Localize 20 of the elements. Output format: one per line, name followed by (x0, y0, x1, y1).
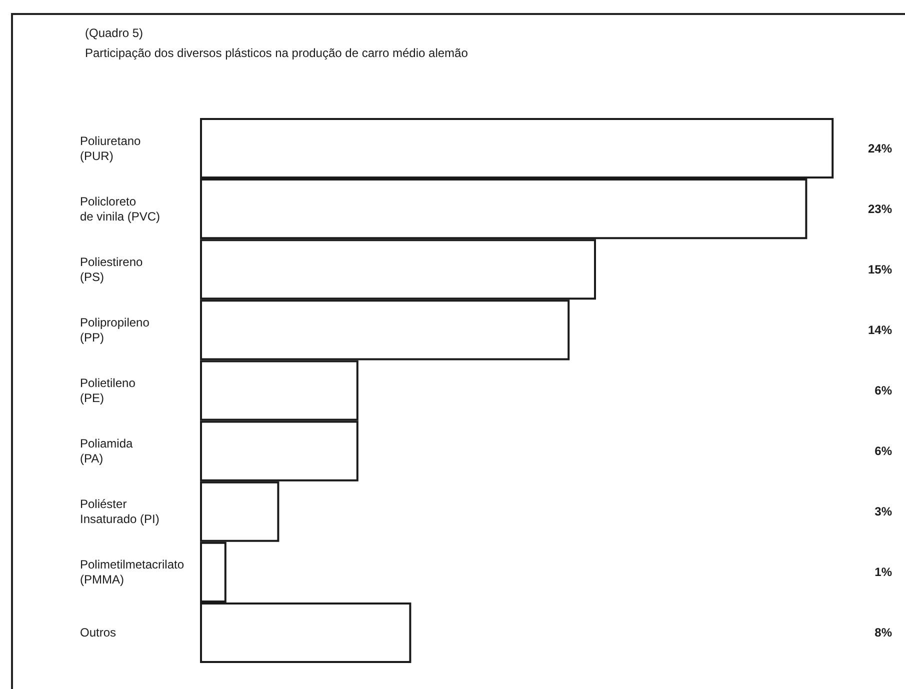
y-tick-label: Poliamida (PA) (80, 436, 134, 466)
y-tick-label: Policloreto de vinila (PVC) (80, 194, 160, 224)
data-label: 6% (874, 444, 892, 458)
y-tick-label: Poliéster Insaturado (PI) (80, 497, 160, 526)
y-tick-label: Polimetilmetacrilato (PMMA) (80, 558, 184, 587)
data-label: 15% (868, 262, 892, 276)
y-tick-label: Polipropileno (PP) (80, 315, 150, 344)
data-label: 8% (874, 626, 892, 640)
data-label: 1% (874, 565, 892, 580)
chart-subtitle: Participação dos diversos plásticos na produção de carro médio alemão (85, 46, 468, 60)
y-tick-label: Poliuretano (PUR) (80, 134, 142, 163)
y-tick-label: Outros (80, 626, 116, 640)
chart-title: (Quadro 5) (85, 26, 144, 40)
data-label: 6% (874, 384, 892, 398)
data-label: 3% (874, 504, 892, 519)
data-label: 23% (868, 202, 892, 216)
data-label: 24% (868, 141, 892, 156)
y-tick-label: Poliestireno (PS) (80, 254, 144, 284)
data-label: 14% (868, 322, 892, 337)
y-tick-label: Polietileno (PE) (80, 376, 136, 405)
